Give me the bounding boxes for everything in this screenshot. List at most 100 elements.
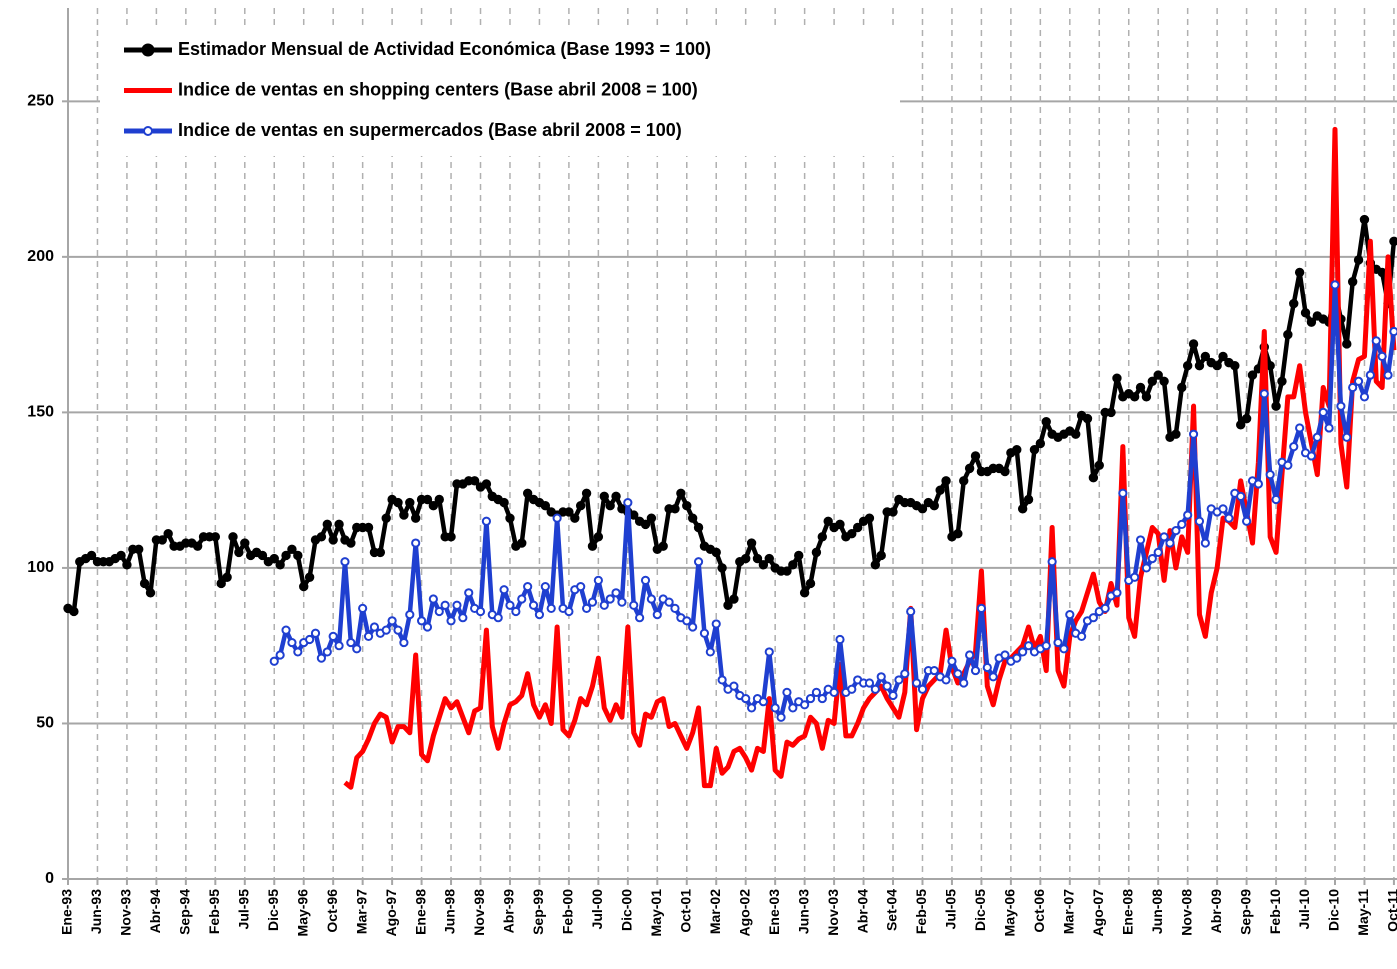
data-point: [847, 529, 857, 539]
data-point: [134, 544, 144, 554]
data-point: [575, 501, 586, 511]
data-point: [375, 547, 386, 558]
x-tick-label: Jun-08: [1149, 889, 1165, 934]
data-point: [322, 647, 332, 657]
data-point: [1330, 280, 1340, 290]
data-point: [717, 563, 727, 573]
data-point: [269, 656, 279, 666]
data-point: [540, 581, 550, 592]
data-point: [469, 476, 480, 486]
data-point: [1188, 429, 1199, 439]
x-tick-label: Nov-98: [471, 889, 487, 936]
data-point: [434, 494, 444, 505]
x-tick-label: Ago-07: [1090, 889, 1106, 937]
data-point: [811, 547, 822, 558]
data-point: [805, 693, 816, 704]
x-tick-label: May-96: [294, 889, 310, 937]
data-point: [888, 507, 898, 517]
data-point: [1094, 460, 1104, 470]
data-point: [959, 476, 969, 486]
series-line: [343, 126, 1397, 790]
data-point: [446, 616, 456, 626]
data-point: [1082, 413, 1093, 424]
data-point: [1289, 298, 1299, 309]
x-tick-label: Feb-10: [1267, 889, 1283, 934]
data-point: [900, 669, 910, 679]
x-tick-label: Jun-03: [795, 889, 811, 934]
data-point: [1023, 641, 1034, 651]
data-point: [1342, 432, 1352, 442]
data-point: [682, 501, 692, 511]
data-point: [163, 529, 173, 539]
data-point: [275, 650, 285, 660]
x-tick-label: Jul-95: [235, 889, 251, 930]
data-point: [1088, 613, 1098, 623]
data-point: [564, 507, 574, 517]
data-point: [711, 619, 721, 629]
data-point: [817, 693, 827, 704]
data-point: [635, 613, 645, 623]
data-point: [929, 665, 939, 676]
x-tick-label: Abr-99: [501, 889, 517, 934]
data-point: [1300, 308, 1311, 318]
data-point: [505, 513, 515, 523]
x-tick-label: Jul-05: [943, 889, 959, 930]
data-point: [1295, 423, 1305, 433]
data-point: [293, 550, 303, 561]
data-point: [1076, 631, 1087, 641]
data-point: [1353, 255, 1364, 265]
data-point: [752, 553, 763, 564]
data-point: [399, 637, 409, 648]
data-point: [605, 501, 615, 511]
data-point: [917, 504, 928, 514]
data-point: [1247, 370, 1258, 380]
data-point: [1389, 326, 1397, 337]
data-point: [216, 578, 226, 589]
data-point: [257, 550, 268, 561]
data-point: [729, 681, 739, 691]
data-point: [1224, 513, 1234, 523]
data-point: [363, 631, 374, 641]
data-point: [139, 578, 150, 589]
data-point: [1041, 417, 1051, 427]
data-point: [1135, 382, 1146, 393]
x-tick-label: Abr-94: [147, 889, 163, 934]
data-point: [328, 631, 338, 641]
data-point: [528, 600, 539, 610]
data-point: [540, 501, 551, 511]
data-point: [682, 616, 692, 626]
data-point: [1171, 526, 1181, 536]
legend-box: [100, 28, 900, 156]
data-point: [552, 513, 562, 523]
data-point: [770, 703, 780, 713]
data-point: [646, 513, 657, 523]
data-point: [1324, 423, 1334, 433]
data-point: [1359, 214, 1370, 225]
data-point: [328, 535, 338, 545]
data-point: [1236, 420, 1246, 430]
x-tick-label: Ene-98: [412, 889, 428, 935]
x-tick-label: Dic-95: [265, 889, 281, 931]
data-point: [876, 550, 886, 561]
data-point: [1218, 504, 1228, 514]
x-tick-label: Ene-03: [766, 889, 782, 935]
data-point: [116, 550, 126, 561]
data-point: [310, 628, 321, 638]
data-point: [711, 547, 721, 558]
x-tick-label: May-01: [648, 889, 664, 937]
data-point: [1188, 339, 1199, 349]
data-point: [953, 529, 963, 539]
x-tick-label: Sep-94: [177, 889, 193, 935]
data-point: [281, 625, 291, 635]
data-point: [1112, 373, 1122, 383]
data-point: [122, 560, 132, 570]
data-point: [493, 613, 503, 623]
data-point: [788, 703, 798, 713]
data-point: [240, 538, 250, 548]
data-point: [511, 606, 521, 617]
data-point: [1241, 413, 1252, 424]
data-point: [1218, 351, 1228, 362]
data-point: [1129, 392, 1140, 402]
data-point: [746, 703, 757, 713]
data-point: [293, 647, 303, 657]
